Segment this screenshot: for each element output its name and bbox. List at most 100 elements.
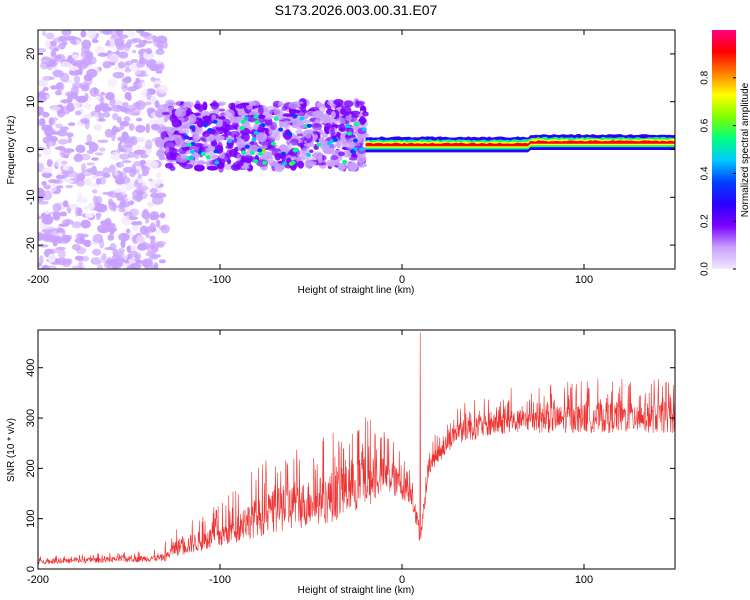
spectrogram-blob	[149, 235, 156, 240]
spectrogram-blob	[94, 170, 105, 177]
spectrogram-blob	[340, 105, 352, 116]
spectrogram-blob-bright	[212, 119, 218, 124]
spectrogram-blob	[138, 185, 149, 191]
spectrogram-blob	[150, 123, 161, 131]
spectrogram-blob	[193, 164, 205, 172]
spectrogram-blob	[42, 92, 50, 100]
spectrogram-blob	[44, 209, 50, 215]
spectrogram-blob-bright	[352, 138, 358, 143]
spectrogram-blob	[62, 165, 70, 171]
snr-y-label: SNR (10 * v/v)	[6, 418, 17, 482]
spectrogram-blob	[182, 101, 195, 108]
spectrogram-blob	[137, 178, 143, 184]
spectrogram-blob	[330, 161, 337, 166]
spectrogram-blob-bright	[253, 159, 259, 164]
spectrogram-ytick-label: -20	[25, 237, 37, 253]
spectrogram-blob	[282, 113, 293, 117]
spectrogram-blob	[119, 121, 130, 127]
spectrogram-blob	[224, 109, 235, 119]
spectrogram-blob	[96, 118, 106, 122]
spectrogram-blob	[355, 136, 366, 144]
spectrogram-blob	[43, 225, 53, 230]
spectrogram-blob	[124, 68, 132, 73]
spectrogram-blob	[109, 228, 115, 236]
spectrogram-blob-bright	[354, 122, 360, 127]
spectrogram-blob-bright	[361, 127, 367, 132]
spectrogram-blob	[269, 161, 278, 167]
snr-xtick-label: -100	[209, 574, 231, 586]
spectrogram-blob	[141, 210, 151, 220]
spectrogram-blob	[309, 149, 314, 154]
spectrogram-blob	[359, 117, 367, 124]
spectrogram-blob	[356, 154, 367, 164]
spectrogram-blob-bright	[184, 135, 190, 140]
spectrogram-blob	[154, 63, 163, 69]
spectrogram-blob	[143, 33, 154, 41]
spectrogram-blob	[61, 160, 68, 165]
spectrogram-blob	[149, 241, 155, 249]
spectrogram-blob	[310, 122, 322, 128]
spectrogram-blob	[202, 131, 211, 137]
spectrogram-blob	[225, 124, 236, 131]
spectrogram-x-label: Height of straight line (km)	[298, 285, 415, 296]
spectrogram-blob	[229, 130, 241, 138]
spectrogram-blob	[73, 101, 81, 109]
spectrogram-blob	[306, 162, 315, 167]
spectrogram-blob	[255, 132, 268, 143]
spectrogram-blob	[107, 52, 119, 63]
spectrogram-blob	[251, 100, 260, 106]
spectrogram-ytick-label: 0	[25, 146, 37, 152]
spectrogram-blob	[38, 153, 42, 157]
snr-ytick-label: 100	[25, 510, 37, 528]
spectrogram-blob	[38, 142, 42, 147]
spectrogram-blob	[42, 167, 53, 174]
spectrogram-blob	[330, 111, 336, 119]
spectrogram-blob	[247, 117, 258, 122]
spectrogram-blob	[77, 61, 89, 70]
spectrogram-blob-bright	[253, 130, 259, 135]
spectrogram-blob	[120, 185, 128, 196]
spectrogram-blob	[122, 101, 129, 109]
spectrogram-blob	[159, 212, 166, 219]
spectrogram-blob-bright	[290, 160, 296, 165]
spectrogram-blob	[100, 91, 106, 96]
spectrogram-blob	[344, 141, 355, 150]
spectrogram-blob	[155, 219, 161, 228]
spectrogram-blob	[141, 165, 150, 175]
spectrogram-blob	[54, 90, 62, 96]
spectrogram-blob	[156, 192, 167, 199]
spectrogram-blob	[136, 73, 149, 77]
spectrogram-blob	[106, 39, 111, 47]
spectrogram-blob	[115, 161, 125, 168]
spectrogram-blob	[39, 117, 46, 127]
spectrogram-blob	[41, 124, 53, 132]
spectrogram-blob-bright	[244, 144, 250, 149]
spectrogram-blob	[108, 201, 116, 211]
spectrogram-blob	[38, 215, 45, 220]
spectrogram-blob	[106, 257, 113, 267]
spectrogram-blob	[83, 114, 94, 119]
spectrogram-blob	[123, 116, 131, 123]
spectrogram-blob	[73, 75, 81, 83]
spectrogram-blob	[192, 142, 203, 153]
spectrogram-blob-bright	[278, 127, 284, 132]
spectrogram-blob	[42, 30, 47, 37]
spectrogram-blob	[288, 102, 300, 110]
spectrogram-band	[365, 140, 675, 147]
spectrogram-blob	[297, 109, 306, 117]
spectrogram-blob	[83, 73, 93, 82]
spectrogram-blob	[146, 90, 152, 100]
spectrogram-xtick-label: -200	[27, 274, 49, 286]
spectrogram-blob	[135, 117, 143, 122]
spectrogram-blob	[234, 116, 244, 121]
spectrogram-blob-bright	[261, 148, 267, 153]
spectrogram-blob-bright	[251, 137, 257, 142]
spectrogram-blob-bright	[258, 151, 264, 156]
spectrogram-blob	[147, 201, 155, 208]
spectrogram-blob	[80, 30, 87, 38]
spectrogram-blob	[121, 82, 128, 92]
spectrogram-blob	[157, 84, 169, 94]
spectrogram-blob	[80, 219, 91, 229]
spectrogram-blob	[38, 191, 45, 198]
